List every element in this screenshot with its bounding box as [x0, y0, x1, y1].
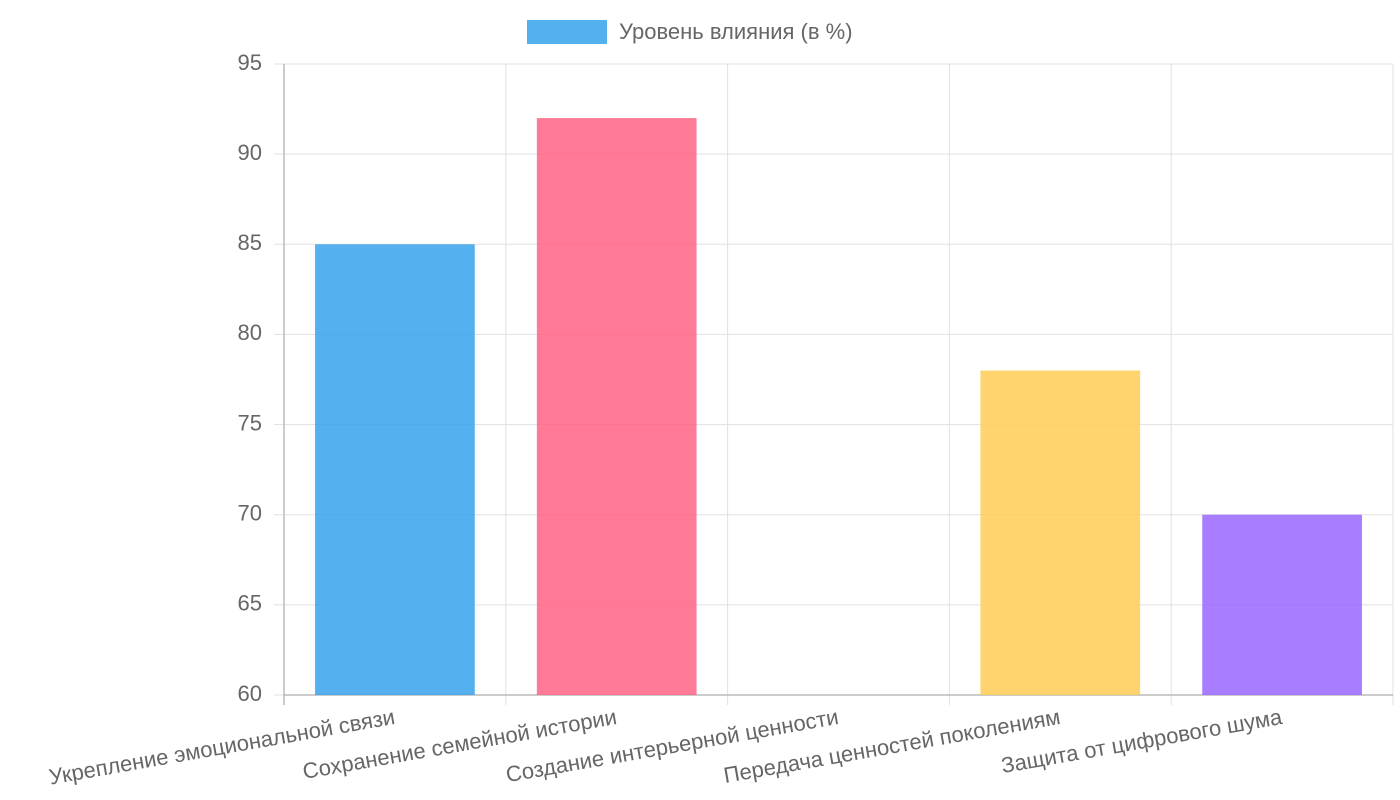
- y-tick-label: 80: [238, 320, 262, 345]
- y-tick-label: 65: [238, 591, 262, 616]
- y-tick-label: 75: [238, 410, 262, 435]
- legend-label: Уровень влияния (в %): [619, 19, 853, 44]
- y-tick-label: 85: [238, 230, 262, 255]
- bar: [315, 244, 475, 696]
- bar: [980, 370, 1141, 695]
- y-tick-label: 95: [238, 50, 262, 75]
- bar: [536, 118, 697, 696]
- y-tick-label: 90: [238, 140, 262, 165]
- legend-swatch: [527, 20, 607, 44]
- y-tick-label: 70: [238, 501, 262, 526]
- bar: [1202, 514, 1362, 695]
- y-tick-label: 60: [238, 681, 262, 706]
